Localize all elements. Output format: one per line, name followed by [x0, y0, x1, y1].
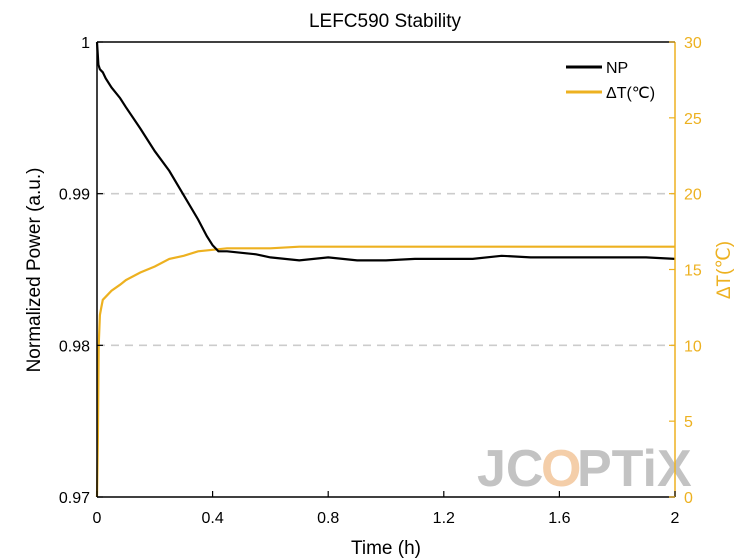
legend: NP ΔT(℃): [566, 60, 655, 102]
series-line-np: [95, 41, 676, 262]
x-ticks: 0 0.4 0.8 1.2 1.6 2: [93, 491, 680, 527]
x-tick-label: 2: [671, 510, 680, 527]
y2-axis-label: ΔT(℃): [714, 241, 735, 299]
watermark-logo: JC O PTiX: [477, 440, 692, 498]
y-tick-label: 1: [81, 35, 90, 52]
y2-tick-label: 5: [684, 414, 693, 431]
y-ticks: 0.97 0.98 0.99 1: [59, 35, 103, 507]
svg-text:JC: JC: [477, 440, 543, 498]
y2-tick-label: 25: [684, 111, 702, 128]
svg-text:O: O: [541, 440, 581, 498]
x-tick-label: 0.8: [317, 510, 339, 527]
chart-title: LEFC590 Stability: [309, 11, 462, 32]
y-tick-label: 0.98: [59, 338, 90, 355]
series-line-delta-t: [95, 245, 675, 498]
x-tick-label: 0: [93, 510, 102, 527]
y2-tick-label: 0: [684, 490, 693, 507]
y2-tick-label: 15: [684, 263, 702, 280]
y-tick-label: 0.99: [59, 187, 90, 204]
grid-lines: [97, 192, 675, 347]
y-axis-label: Normalized Power (a.u.): [24, 168, 45, 373]
legend-dt-label: ΔT(℃): [606, 85, 655, 102]
y2-tick-label: 20: [684, 187, 702, 204]
x-axis-label: Time (h): [351, 538, 421, 559]
y2-ticks: 0 5 10 15 20 25 30: [669, 35, 702, 507]
y-tick-label: 0.97: [59, 490, 90, 507]
x-tick-label: 0.4: [201, 510, 223, 527]
y2-tick-label: 30: [684, 35, 702, 52]
x-tick-label: 1.6: [548, 510, 570, 527]
x-tick-label: 1.2: [433, 510, 455, 527]
svg-text:PTiX: PTiX: [577, 440, 692, 498]
legend-np-label: NP: [606, 60, 628, 77]
y2-tick-label: 10: [684, 338, 702, 355]
